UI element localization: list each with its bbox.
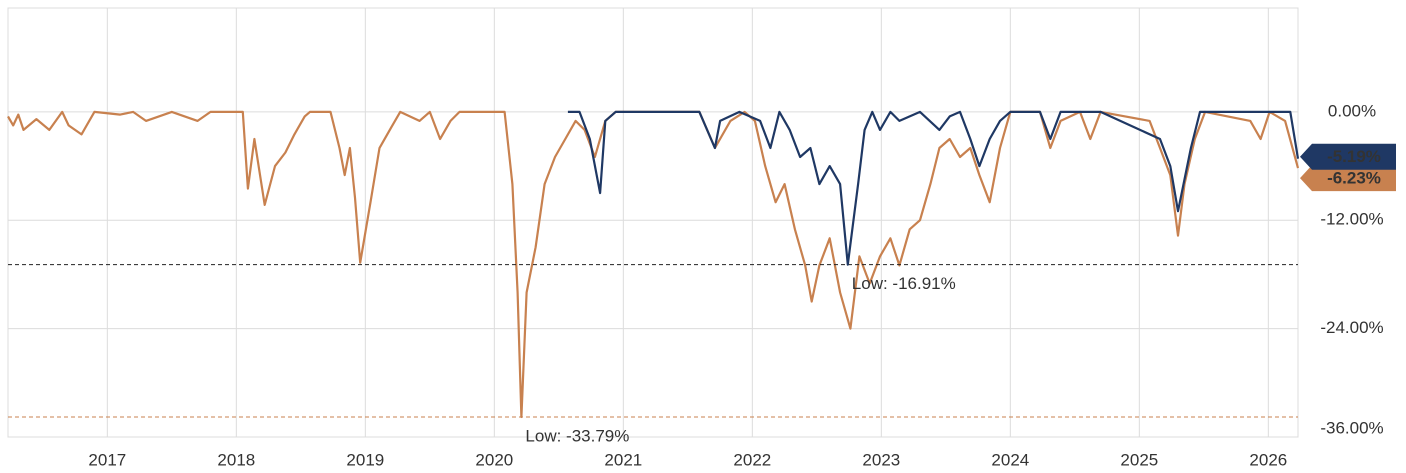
x-tick-label: 2023 xyxy=(862,450,900,469)
series-line xyxy=(567,110,1300,266)
x-tick-label: 2026 xyxy=(1249,450,1287,469)
end-label: -6.23% xyxy=(1327,169,1381,188)
x-tick-label: 2022 xyxy=(733,450,771,469)
y-tick-label: -36.00% xyxy=(1320,418,1383,437)
x-tick-label: 2018 xyxy=(217,450,255,469)
x-tick-label: 2017 xyxy=(88,450,126,469)
end-tag xyxy=(1300,165,1396,192)
low-label: Low: -33.79% xyxy=(525,426,629,445)
plot-frame xyxy=(7,7,1299,438)
x-tick-label: 2019 xyxy=(346,450,384,469)
y-tick-label: -12.00% xyxy=(1320,210,1383,229)
y-tick-label: -24.00% xyxy=(1320,318,1383,337)
x-tick-label: 2020 xyxy=(475,450,513,469)
y-tick-label: 0.00% xyxy=(1328,101,1376,120)
end-label: -5.19% xyxy=(1327,147,1381,166)
x-tick-label: 2021 xyxy=(604,450,642,469)
low-label: Low: -16.91% xyxy=(852,274,956,293)
x-tick-label: 2025 xyxy=(1120,450,1158,469)
end-tag xyxy=(1300,143,1396,170)
x-tick-label: 2024 xyxy=(991,450,1029,469)
